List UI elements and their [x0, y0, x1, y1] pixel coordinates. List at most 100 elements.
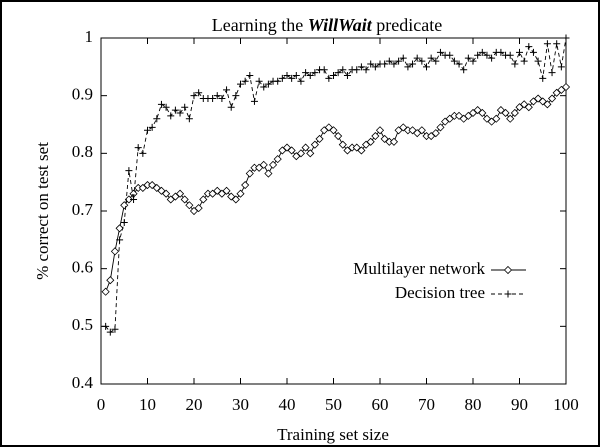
marker [232, 92, 240, 100]
marker [483, 51, 491, 59]
marker [534, 57, 542, 65]
marker [157, 186, 166, 195]
marker [130, 195, 138, 203]
y-tick-label: 0.9 [72, 85, 93, 104]
marker [227, 103, 235, 111]
marker [561, 82, 571, 92]
marker [548, 69, 556, 77]
marker [501, 108, 510, 118]
marker [288, 74, 296, 82]
marker [362, 66, 370, 74]
marker [418, 57, 426, 65]
marker [176, 109, 184, 117]
marker [334, 69, 342, 77]
y-tick-label: 0.5 [72, 315, 93, 334]
marker [510, 108, 519, 118]
marker [399, 54, 407, 62]
marker [380, 134, 389, 143]
marker [153, 115, 161, 123]
marker [432, 57, 440, 65]
marker [330, 71, 337, 79]
marker [469, 57, 477, 65]
marker [213, 92, 221, 100]
marker [260, 83, 268, 91]
marker [525, 43, 533, 51]
y-tick-label: 0.8 [72, 142, 93, 161]
marker [520, 57, 528, 65]
marker [474, 51, 482, 59]
marker [436, 48, 444, 56]
x-tick-label: 20 [186, 395, 203, 414]
marker [464, 54, 472, 62]
marker [390, 60, 398, 68]
marker [478, 108, 487, 118]
y-tick-label: 0.7 [72, 200, 94, 219]
marker [455, 60, 463, 68]
marker [264, 80, 272, 88]
marker [497, 48, 505, 56]
marker [423, 63, 430, 71]
marker [516, 48, 523, 56]
marker [268, 160, 278, 169]
marker [185, 201, 194, 210]
marker [553, 40, 561, 48]
marker [259, 160, 268, 169]
marker [190, 92, 198, 100]
marker [236, 189, 245, 198]
x-tick-label: 50 [325, 395, 342, 414]
marker [306, 71, 314, 79]
marker [302, 69, 310, 77]
x-axis-label: Training set size [277, 425, 389, 444]
marker [478, 48, 486, 56]
marker [282, 143, 292, 152]
marker [306, 149, 315, 158]
marker [460, 66, 468, 74]
marker [488, 54, 496, 62]
marker [148, 123, 156, 131]
marker [329, 126, 338, 135]
x-tick-label: 0 [97, 395, 106, 414]
marker [334, 131, 343, 141]
marker [301, 143, 310, 152]
marker [417, 126, 426, 135]
marker [162, 103, 170, 111]
title-part: WillWait [308, 15, 373, 35]
marker [325, 74, 333, 82]
marker [320, 66, 328, 74]
x-tick-label: 60 [372, 395, 389, 414]
marker [492, 114, 501, 123]
marker [543, 100, 552, 109]
marker [250, 97, 258, 105]
marker [209, 95, 217, 103]
marker [408, 126, 417, 135]
marker [511, 60, 519, 68]
marker [539, 74, 547, 82]
marker [297, 77, 305, 85]
marker [506, 114, 515, 123]
marker [385, 57, 393, 65]
x-tick-label: 10 [139, 395, 156, 414]
marker [352, 143, 361, 152]
marker [241, 180, 250, 190]
legend-label: Decision tree [395, 283, 485, 302]
marker [167, 112, 175, 120]
marker [562, 34, 570, 42]
marker [175, 189, 185, 198]
marker [367, 60, 375, 68]
marker [353, 66, 361, 74]
marker [245, 169, 254, 178]
marker [357, 63, 365, 71]
x-tick-label: 90 [511, 395, 528, 414]
marker [315, 134, 324, 143]
marker [195, 89, 203, 97]
marker [264, 169, 273, 178]
marker [409, 60, 417, 68]
y-tick-label: 0.6 [72, 258, 93, 277]
marker [395, 57, 403, 65]
marker [120, 219, 128, 227]
marker [237, 80, 244, 88]
marker [171, 106, 179, 114]
marker [223, 86, 231, 94]
marker [124, 195, 133, 204]
marker [185, 115, 193, 123]
